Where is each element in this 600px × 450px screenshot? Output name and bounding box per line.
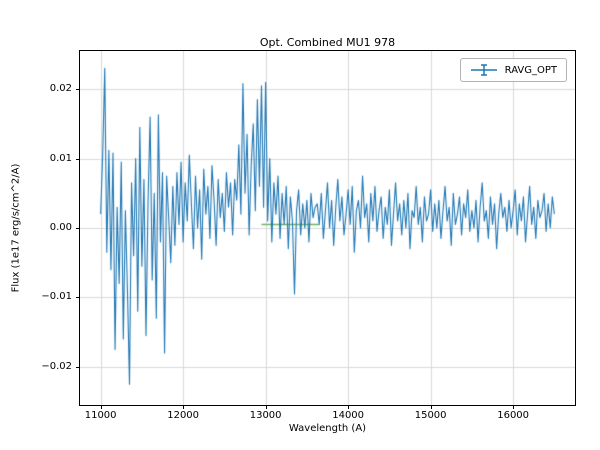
y-tick-mark — [76, 366, 79, 368]
plot-title: Opt. Combined MU1 978 — [259, 36, 396, 49]
y-tick-mark — [76, 297, 79, 299]
x-tick-label: 15000 — [414, 410, 447, 421]
x-tick-label: 16000 — [497, 410, 530, 421]
x-tick-label: 14000 — [332, 410, 365, 421]
y-tick-mark — [76, 228, 79, 229]
y-tick-label: −0.01 — [41, 291, 72, 303]
legend-label: RAVG_OPT — [504, 64, 557, 76]
x-tick-label: 11000 — [84, 410, 117, 421]
x-axis-label: Wavelength (A) — [288, 423, 367, 434]
plot-area — [79, 50, 576, 406]
y-tick-mark — [76, 158, 79, 160]
x-tick-mark — [183, 406, 185, 409]
y-tick-mark — [76, 89, 79, 91]
x-tick-mark — [265, 406, 267, 409]
x-tick-label: 13000 — [249, 410, 282, 421]
y-tick-label: 0.01 — [49, 152, 72, 164]
plot-canvas — [80, 51, 575, 405]
x-tick-mark — [348, 406, 350, 409]
x-tick-mark — [513, 406, 515, 409]
x-tick-mark — [430, 406, 432, 409]
y-tick-label: −0.02 — [41, 360, 72, 372]
y-tick-label: 0.00 — [49, 222, 72, 233]
x-tick-label: 12000 — [167, 410, 200, 421]
y-tick-label: 0.02 — [49, 83, 72, 95]
legend: RAVG_OPT — [459, 58, 567, 82]
x-tick-mark — [100, 406, 102, 409]
errorbar-marker-icon — [470, 63, 498, 77]
